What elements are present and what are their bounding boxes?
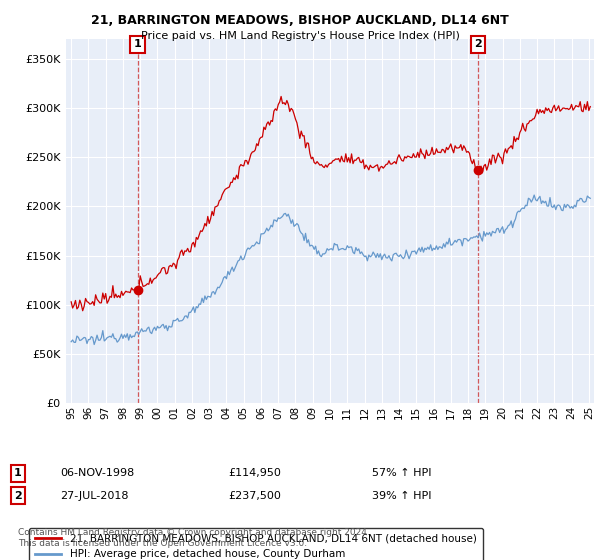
Text: 2: 2 <box>14 491 22 501</box>
Text: 21, BARRINGTON MEADOWS, BISHOP AUCKLAND, DL14 6NT: 21, BARRINGTON MEADOWS, BISHOP AUCKLAND,… <box>91 14 509 27</box>
Text: 06-NOV-1998: 06-NOV-1998 <box>60 468 134 478</box>
Text: 57% ↑ HPI: 57% ↑ HPI <box>372 468 431 478</box>
Text: Price paid vs. HM Land Registry's House Price Index (HPI): Price paid vs. HM Land Registry's House … <box>140 31 460 41</box>
Text: 27-JUL-2018: 27-JUL-2018 <box>60 491 128 501</box>
Text: £237,500: £237,500 <box>228 491 281 501</box>
Text: Contains HM Land Registry data © Crown copyright and database right 2024.
This d: Contains HM Land Registry data © Crown c… <box>18 528 370 548</box>
Text: 39% ↑ HPI: 39% ↑ HPI <box>372 491 431 501</box>
Text: £114,950: £114,950 <box>228 468 281 478</box>
Text: 1: 1 <box>134 39 142 49</box>
Legend: 21, BARRINGTON MEADOWS, BISHOP AUCKLAND, DL14 6NT (detached house), HPI: Average: 21, BARRINGTON MEADOWS, BISHOP AUCKLAND,… <box>29 528 483 560</box>
Text: 2: 2 <box>474 39 482 49</box>
Text: 1: 1 <box>14 468 22 478</box>
